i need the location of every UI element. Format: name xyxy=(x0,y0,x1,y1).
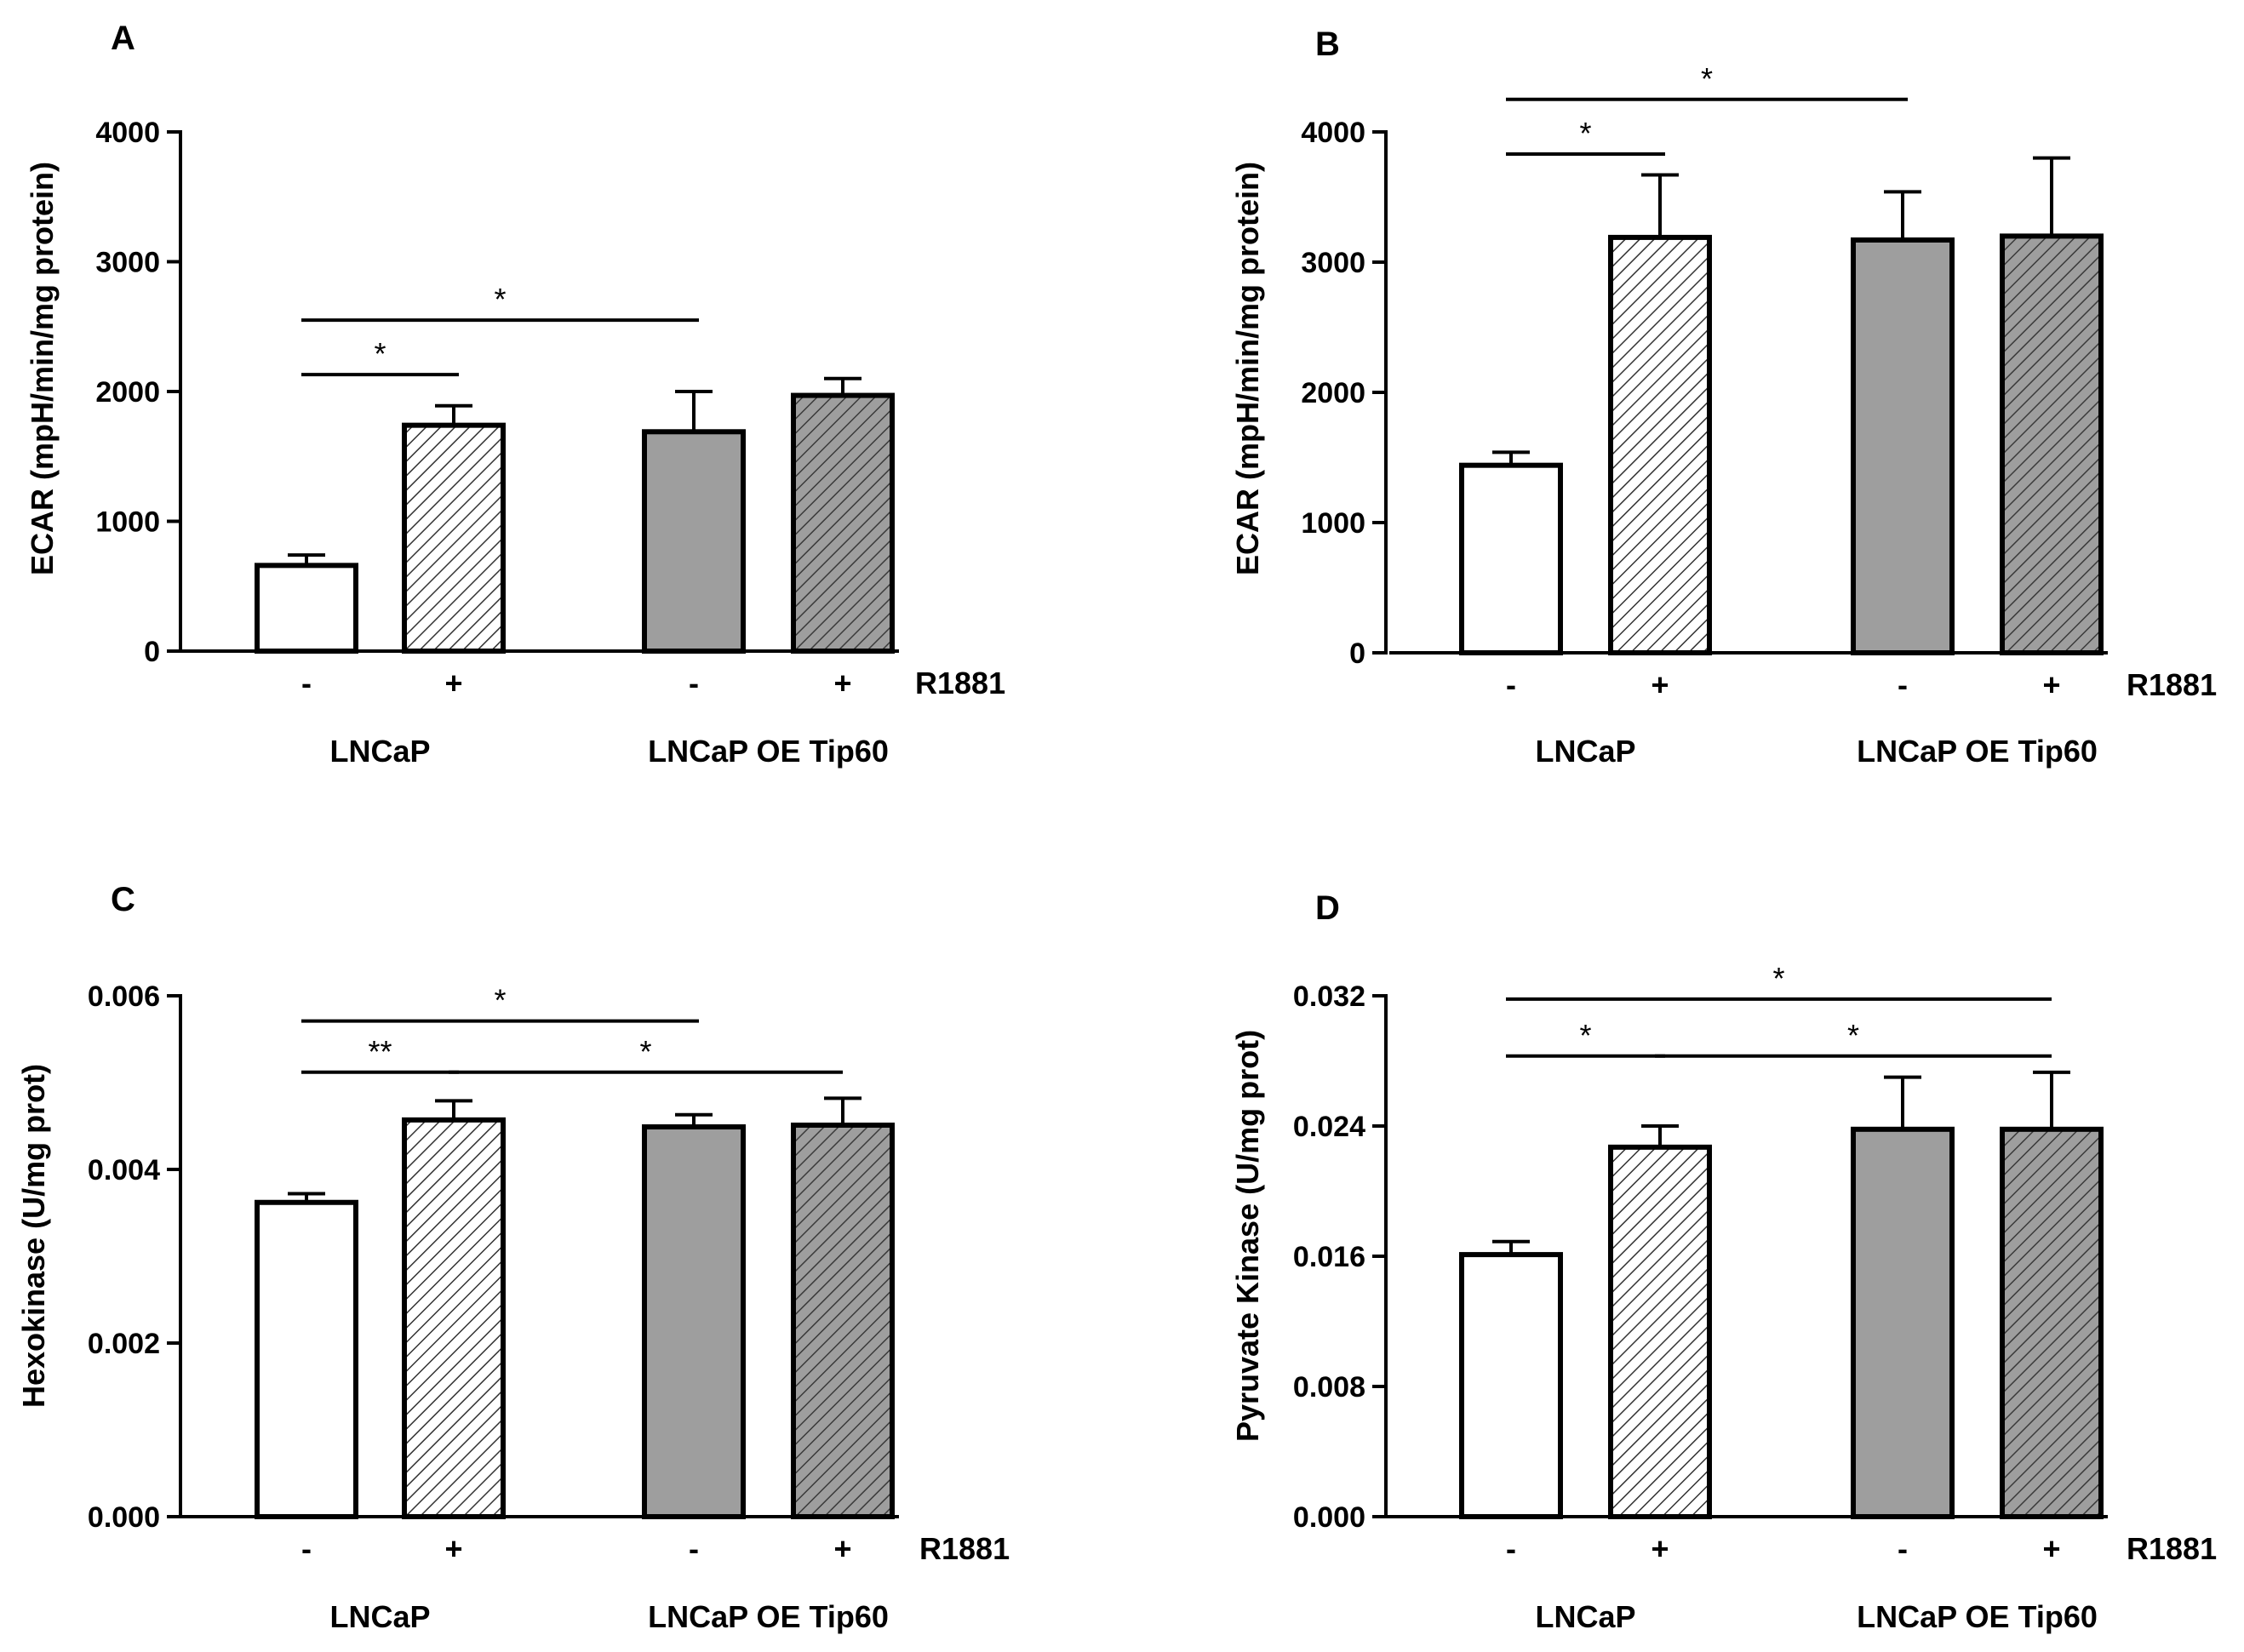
y-tick-label: 0 xyxy=(1349,637,1365,670)
condition-label: + xyxy=(1651,1531,1669,1566)
y-axis-label: ECAR (mpH/min/mg protein) xyxy=(25,162,60,575)
group-label: LNCaP xyxy=(329,734,430,769)
treatment-label: R1881 xyxy=(2127,1531,2217,1566)
bar xyxy=(402,1117,506,1519)
condition-label: + xyxy=(1651,667,1669,702)
group-label: LNCaP OE Tip60 xyxy=(648,734,889,769)
condition-label: + xyxy=(833,1531,851,1566)
y-tick-label: 0.004 xyxy=(88,1154,160,1186)
y-axis-label: ECAR (mpH/min/mg protein) xyxy=(1230,162,1265,575)
y-tick-label: 0.006 xyxy=(88,980,160,1013)
significance-brackets: **** xyxy=(301,983,843,1074)
significance-label: * xyxy=(1701,61,1713,96)
condition-label: - xyxy=(689,1531,699,1566)
condition-label: - xyxy=(1898,1531,1908,1566)
condition-label: + xyxy=(833,666,851,700)
treatment-label: R1881 xyxy=(2127,667,2217,702)
bar xyxy=(255,1199,358,1519)
y-tick-label: 2000 xyxy=(1301,377,1365,409)
bar xyxy=(1851,237,1955,655)
bar xyxy=(1459,1252,1563,1520)
panel-d: D Pyruvate Kinase (U/mg prot) 0.000 0.008… xyxy=(1230,889,2217,1634)
group-label: LNCaP OE Tip60 xyxy=(648,1599,889,1634)
condition-label: + xyxy=(444,666,462,700)
significance-label: * xyxy=(1772,961,1784,996)
y-axis-label: Hexokinase (U/mg prot) xyxy=(16,1064,51,1408)
significance-brackets: ** xyxy=(301,282,699,377)
y-tick-label: 4000 xyxy=(1301,117,1365,149)
y-tick-label: 0.016 xyxy=(1293,1241,1365,1273)
y-tick-label: 0.024 xyxy=(1293,1111,1365,1143)
group-label: LNCaP xyxy=(1535,734,1635,769)
condition-label: + xyxy=(2042,1531,2060,1566)
panel-c: C Hexokinase (U/mg prot) 0.000 0.002 0.004… xyxy=(16,881,1010,1634)
y-axis-ticks: 0 1000 2000 3000 4000 xyxy=(1301,117,1386,670)
significance-brackets: ** xyxy=(1506,61,1908,157)
significance-label: * xyxy=(494,282,506,317)
significance-label: * xyxy=(639,1034,651,1069)
bar-series xyxy=(255,376,895,654)
condition-label: - xyxy=(301,1531,312,1566)
condition-label: - xyxy=(689,666,699,700)
panel-a: A ECAR (mpH/min/mg protein) 0 1000 2000 300… xyxy=(25,20,1005,769)
bar xyxy=(2000,1126,2104,1519)
significance-brackets: * * * xyxy=(1506,961,2052,1058)
significance-label: * xyxy=(374,336,386,371)
condition-label: - xyxy=(301,666,312,700)
significance-label: * xyxy=(494,983,506,1018)
y-tick-label: 0.008 xyxy=(1293,1371,1365,1403)
y-tick-label: 0.002 xyxy=(88,1328,160,1360)
y-tick-label: 0.000 xyxy=(1293,1501,1365,1534)
bar-series xyxy=(255,1096,895,1520)
condition-label: - xyxy=(1506,1531,1516,1566)
significance-label: ** xyxy=(368,1034,392,1069)
bar xyxy=(642,429,746,654)
bar xyxy=(255,563,358,654)
y-tick-label: 0.000 xyxy=(88,1501,160,1534)
bar xyxy=(791,392,895,654)
y-tick-label: 2000 xyxy=(95,376,160,409)
group-label: LNCaP OE Tip60 xyxy=(1857,1599,2098,1634)
bar-series xyxy=(1459,156,2104,655)
bar xyxy=(402,422,506,654)
bar xyxy=(1459,462,1563,655)
bar xyxy=(642,1124,746,1520)
significance-label: * xyxy=(1579,1018,1591,1053)
y-axis-label: Pyruvate Kinase (U/mg prot) xyxy=(1230,1030,1265,1442)
group-label: LNCaP xyxy=(329,1599,430,1634)
y-tick-label: 3000 xyxy=(95,247,160,279)
y-axis-ticks: 0.000 0.002 0.004 0.006 xyxy=(88,980,180,1534)
y-tick-label: 3000 xyxy=(1301,247,1365,279)
y-tick-label: 1000 xyxy=(1301,507,1365,540)
y-tick-label: 4000 xyxy=(95,117,160,149)
treatment-label: R1881 xyxy=(915,666,1005,700)
bar-series xyxy=(1459,1070,2104,1520)
panel-letter: C xyxy=(111,881,135,918)
group-label: LNCaP OE Tip60 xyxy=(1857,734,2098,769)
bar xyxy=(1608,1144,1712,1520)
group-label: LNCaP xyxy=(1535,1599,1635,1634)
significance-label: * xyxy=(1579,116,1591,151)
panel-letter: A xyxy=(111,20,135,57)
condition-label: + xyxy=(444,1531,462,1566)
y-axis-ticks: 0.000 0.008 0.016 0.024 0.032 xyxy=(1293,980,1386,1534)
condition-label: - xyxy=(1506,667,1516,702)
bar xyxy=(791,1122,895,1519)
y-tick-label: 1000 xyxy=(95,506,160,539)
bar xyxy=(1608,234,1712,655)
y-tick-label: 0.032 xyxy=(1293,980,1365,1013)
bar xyxy=(2000,233,2104,655)
panel-letter: D xyxy=(1315,889,1340,927)
y-tick-label: 0 xyxy=(144,636,160,668)
bar xyxy=(1851,1126,1955,1519)
y-axis-ticks: 0 1000 2000 3000 4000 xyxy=(95,117,180,668)
treatment-label: R1881 xyxy=(919,1531,1010,1566)
panel-b: B ECAR (mpH/min/mg protein) 0 1000 2000 300… xyxy=(1230,26,2217,769)
panel-letter: B xyxy=(1315,26,1340,63)
significance-label: * xyxy=(1847,1018,1859,1053)
condition-label: + xyxy=(2042,667,2060,702)
condition-label: - xyxy=(1898,667,1908,702)
